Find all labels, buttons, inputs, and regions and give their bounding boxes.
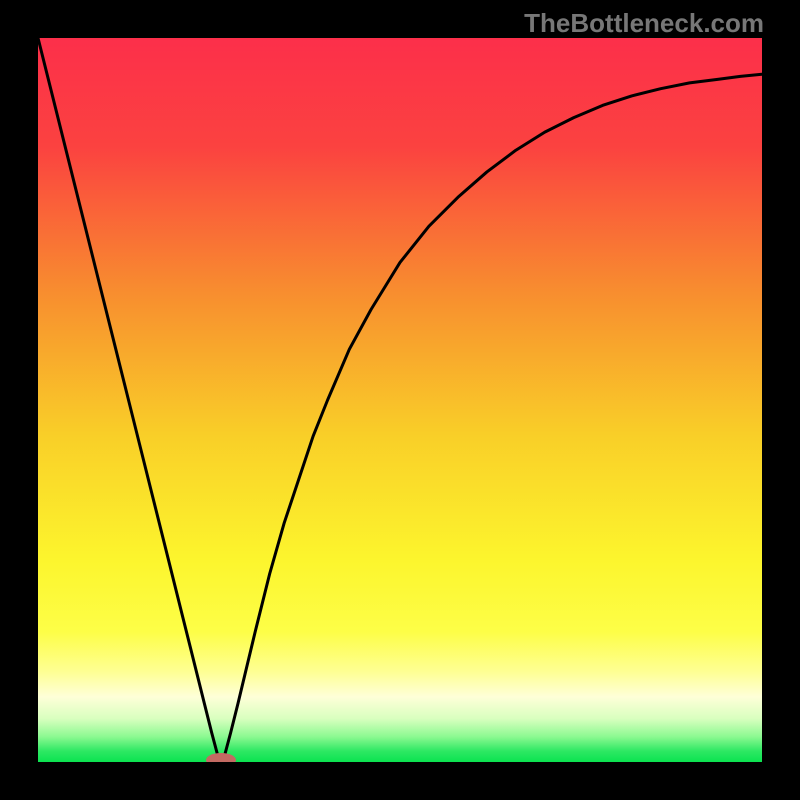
min-marker xyxy=(206,753,236,762)
plot-svg xyxy=(38,38,762,762)
plot-area xyxy=(38,38,762,762)
chart-container: TheBottleneck.com xyxy=(0,0,800,800)
watermark-text: TheBottleneck.com xyxy=(524,8,764,39)
plot-background xyxy=(38,38,762,762)
